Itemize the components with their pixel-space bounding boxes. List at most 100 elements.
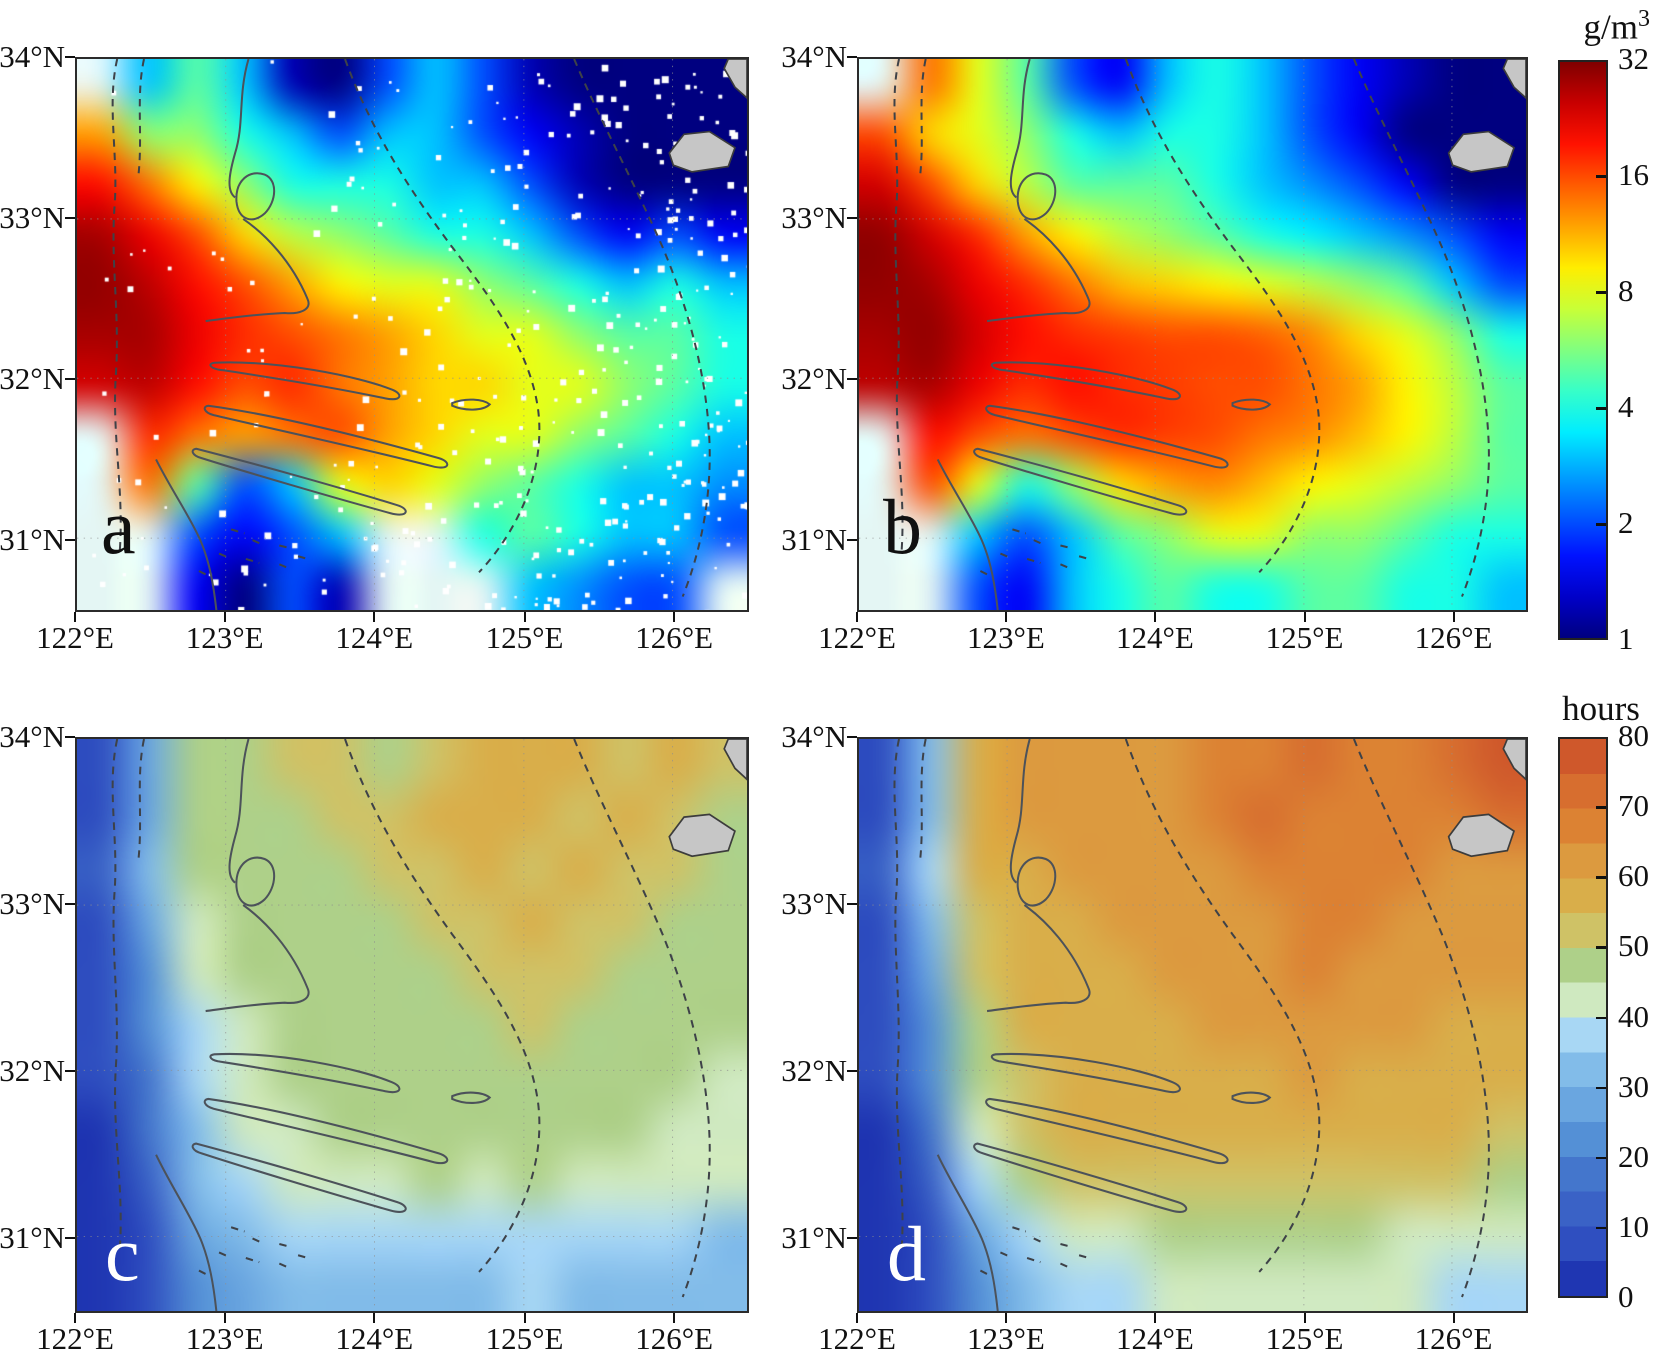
map-panel-c: c [75,737,749,1313]
colorbar-concentration [1558,60,1608,640]
lat-axis-label: 31°N [0,521,65,557]
colorbar-hours-tick-label: 30 [1618,1068,1649,1104]
colorbar-concentration-tick-label: 1 [1618,621,1634,656]
lat-axis-tick [847,377,857,380]
lat-axis-label: 31°N [0,1220,65,1256]
colorbar-hours-tick-label: 40 [1618,998,1649,1034]
lon-axis-tick [373,612,376,622]
colorbar-concentration-tick-label: 32 [1618,41,1649,76]
lat-axis-tick [65,377,75,380]
lon-axis-tick [856,1313,858,1323]
map-panel-d: d [857,737,1528,1313]
lat-axis-label: 33°N [781,886,847,922]
lon-axis-tick [74,612,76,622]
lat-axis-label: 33°N [0,199,65,235]
colorbar-concentration-tick-label: 8 [1618,273,1634,308]
colorbar-hours-tick [1596,1016,1606,1019]
lon-axis-label: 125°E [485,1321,564,1349]
lon-axis-label: 126°E [635,1321,714,1349]
colorbar-hours-tick [1596,876,1606,879]
colorbar-concentration-title: g/m3 [1556,6,1650,48]
lon-axis-label: 123°E [967,1321,1045,1349]
lon-axis-label: 126°E [1414,620,1493,655]
colorbar-hours-tick [1596,946,1606,949]
colorbar-hours-tick-label: 70 [1618,788,1649,824]
colorbar-hours-tick-label: 0 [1618,1279,1634,1314]
map-panel-b: b [857,57,1528,612]
lon-axis-tick [1303,612,1306,622]
lon-axis-tick [856,612,858,622]
lon-axis-tick [74,1313,76,1323]
colorbar-hours-title: hours [1562,689,1640,728]
map-overlay-c [77,739,747,1311]
lon-axis-tick [1303,1313,1306,1323]
lon-axis-tick [1153,612,1156,622]
colorbar-hours-tick [1596,1086,1606,1090]
lat-axis-label: 33°N [0,886,65,922]
lat-axis-label: 32°N [781,360,847,396]
colorbar-concentration-tick-label: 16 [1618,157,1649,192]
lat-axis-label: 32°N [781,1053,847,1089]
map-overlay-d [859,739,1526,1311]
lon-axis-tick [223,612,226,622]
lon-axis-tick [523,1313,526,1323]
lat-axis-tick [65,903,75,906]
colorbar-hours-tick-label: 80 [1618,718,1649,753]
lon-axis-tick [1153,1313,1156,1323]
lon-axis-label: 125°E [485,620,564,655]
lat-axis-label: 31°N [781,521,847,557]
panel-letter-a: a [101,483,136,570]
map-overlay-b [859,59,1526,610]
colorbar-concentration-tick [1596,291,1606,294]
colorbar-hours-tick [1596,806,1606,809]
lon-axis-label: 122°E [36,620,114,655]
lon-axis-label: 126°E [1414,1321,1493,1349]
colorbar-hours-tick-label: 50 [1618,928,1649,964]
colorbar-concentration-tick [1596,523,1606,526]
lat-axis-label: 34°N [781,39,847,74]
lon-axis-tick [1004,1313,1007,1323]
lon-axis-label: 125°E [1265,620,1344,655]
colorbar-hours-tick [1596,1226,1606,1230]
colorbar-concentration-unit: g/m [1583,7,1638,47]
lat-axis-tick [65,56,75,58]
lat-axis-tick [65,216,75,219]
lon-axis-tick [223,1313,226,1323]
colorbar-hours-tick [1596,1156,1606,1160]
lat-axis-tick [65,736,75,738]
lat-axis-tick [847,538,857,541]
map-panel-a: a [75,57,749,612]
lat-axis-tick [847,903,857,906]
lat-axis-tick [847,1237,857,1240]
lon-axis-tick [1452,1313,1455,1323]
lat-axis-label: 32°N [0,360,65,396]
lon-axis-label: 124°E [1116,620,1194,655]
lon-axis-label: 123°E [185,1321,264,1349]
panel-letter-c: c [105,1210,140,1297]
lon-axis-tick [523,612,526,622]
lon-axis-label: 124°E [1116,1321,1194,1349]
panel-letter-d: d [887,1210,926,1297]
lat-axis-tick [847,56,857,58]
colorbar-concentration-tick-label: 4 [1618,389,1634,424]
lat-axis-tick [847,216,857,219]
lon-axis-label: 126°E [635,620,714,655]
lon-axis-label: 125°E [1265,1321,1344,1349]
colorbar-hours-tick-label: 20 [1618,1138,1649,1174]
colorbar-concentration-tick [1596,175,1606,178]
lat-axis-label: 34°N [781,719,847,754]
colorbar-concentration-tick-label: 2 [1618,505,1634,540]
lat-axis-label: 31°N [781,1220,847,1256]
lat-axis-label: 34°N [0,719,65,754]
lon-axis-label: 124°E [335,620,414,655]
lat-axis-tick [847,1070,857,1073]
lon-axis-tick [673,1313,676,1323]
lat-axis-tick [65,538,75,541]
lat-axis-label: 34°N [0,39,65,74]
map-overlay-a [77,59,747,610]
colorbar-concentration-tick [1596,407,1606,410]
colorbar-concentration-unit-exponent: 3 [1638,6,1650,32]
lat-axis-label: 32°N [0,1053,65,1089]
lat-axis-tick [65,1237,75,1240]
